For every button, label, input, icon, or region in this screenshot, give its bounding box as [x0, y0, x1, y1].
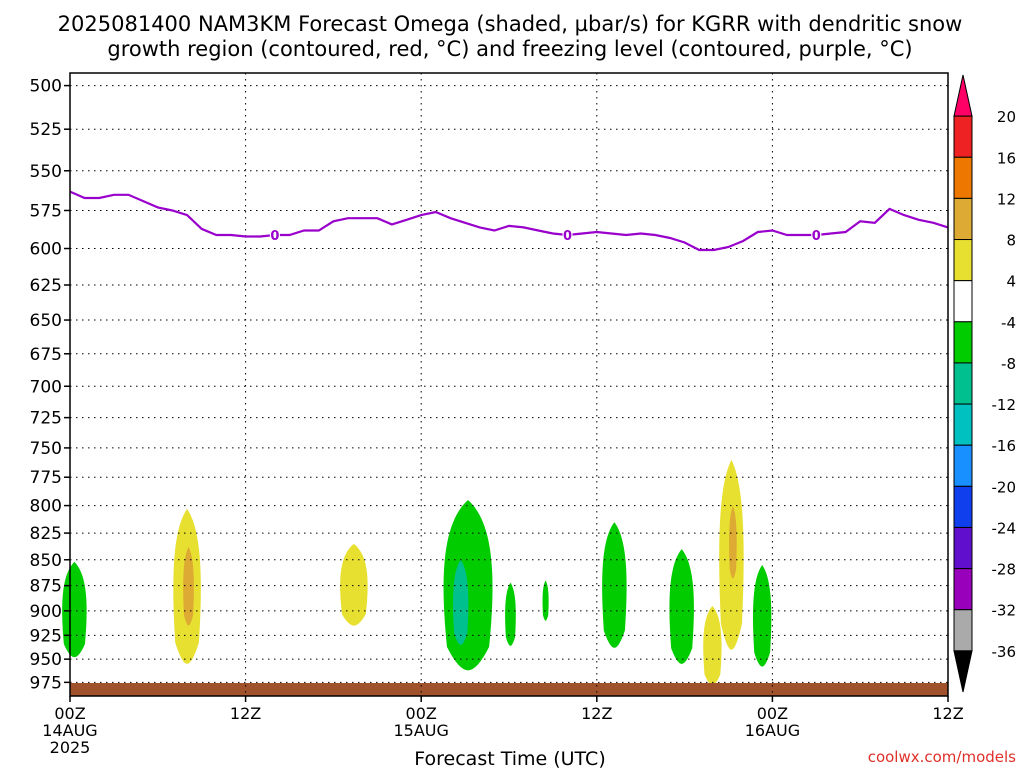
freezing-level-label-bg: [269, 228, 280, 243]
colorbar-swatch: [953, 321, 973, 364]
omega-region: [542, 580, 549, 621]
colorbar-label: 4: [1006, 273, 1016, 291]
x-tick-label: 00Z: [54, 704, 85, 723]
y-tick-label: 550: [30, 162, 62, 182]
colorbar-swatch: [953, 156, 973, 199]
colorbar-swatch: [953, 280, 973, 323]
freezing-level-label: 0: [270, 229, 279, 244]
colorbar: 20 16 12 8 4 -4 -8 -12 -16 -20 -24 -28 -32 -36: [953, 74, 1017, 693]
colorbar-swatch: [953, 362, 973, 405]
y-tick-label: 525: [30, 120, 62, 140]
colorbar-label: -24: [992, 519, 1017, 537]
freezing-level-labels: 0 0 0: [269, 228, 822, 244]
y-tick-label: 725: [30, 409, 62, 429]
omega-region: [505, 582, 516, 646]
omega-region: [453, 559, 469, 645]
freezing-level-label-bg: [562, 228, 573, 243]
omega-region: [602, 522, 627, 648]
freezing-level-label: 0: [563, 229, 572, 244]
chart-title-line-2: growth region (contoured, red, °C) and f…: [107, 37, 912, 61]
y-tick-label: 875: [30, 577, 62, 597]
colorbar-label: 8: [1006, 232, 1016, 250]
y-tick-label: 675: [30, 345, 62, 365]
x-tick-label: 2025: [50, 738, 91, 757]
y-axis-pressure: 500 525 550 575 600 625 650 675 700 725 750 775 800 8…: [30, 77, 70, 693]
colorbar-label: -20: [992, 478, 1017, 496]
colorbar-swatch: [953, 485, 973, 528]
colorbar-label: -4: [1001, 314, 1016, 332]
omega-region: [703, 605, 722, 686]
y-tick-label: 625: [30, 276, 62, 296]
y-tick-label: 900: [30, 602, 62, 622]
colorbar-swatch: [953, 444, 973, 487]
ground-surface: [70, 683, 948, 696]
colorbar-label: -28: [992, 561, 1017, 579]
y-tick-label: 850: [30, 551, 62, 571]
x-tick-label: 12Z: [932, 704, 963, 723]
omega-region: [62, 561, 87, 658]
x-tick-label: 00Z: [757, 704, 788, 723]
colorbar-arrow-bottom: [953, 650, 973, 693]
colorbar-swatch: [953, 239, 973, 282]
x-axis-title: Forecast Time (UTC): [414, 748, 605, 768]
colorbar-swatch: [953, 526, 973, 570]
y-tick-label: 800: [30, 497, 62, 517]
colorbar-swatch: [953, 115, 973, 158]
y-tick-label: 650: [30, 311, 62, 331]
colorbar-label: 20: [997, 108, 1016, 126]
colorbar-label: -12: [992, 396, 1017, 414]
colorbar-swatch: [953, 197, 973, 241]
y-tick-label: 750: [30, 439, 62, 459]
y-tick-label: 975: [30, 673, 62, 693]
y-tick-label: 575: [30, 201, 62, 221]
colorbar-label: -8: [1001, 355, 1016, 373]
y-tick-label: 500: [30, 77, 62, 97]
x-tick-label: 15AUG: [393, 721, 448, 740]
colorbar-label: 16: [997, 149, 1016, 167]
omega-region: [340, 543, 368, 626]
y-tick-label: 775: [30, 468, 62, 488]
y-tick-label: 950: [30, 650, 62, 670]
colorbar-swatch: [953, 568, 973, 611]
x-tick-label: 12Z: [581, 704, 612, 723]
freezing-level-contour: [69, 190, 949, 252]
colorbar-label: -36: [992, 643, 1017, 661]
y-tick-label: 825: [30, 524, 62, 544]
y-tick-label: 600: [30, 240, 62, 260]
colorbar-label: -16: [992, 437, 1017, 455]
colorbar-label: -32: [992, 602, 1017, 620]
freezing-level-label-bg: [811, 228, 822, 243]
x-tick-label: 14AUG: [42, 721, 97, 740]
x-tick-label: 12Z: [230, 704, 261, 723]
colorbar-swatch: [953, 609, 973, 652]
x-tick-label: 16AUG: [745, 721, 800, 740]
watermark: coolwx.com/models: [868, 748, 1016, 766]
grid-lines: [69, 73, 949, 696]
y-tick-label: 925: [30, 626, 62, 646]
omega-shading-layer: [62, 459, 772, 686]
freezing-level-label: 0: [812, 229, 821, 244]
x-tick-label: 00Z: [406, 704, 437, 723]
colorbar-label: 12: [997, 190, 1016, 208]
omega-region: [752, 564, 772, 667]
chart-title-line-1: 2025081400 NAM3KM Forecast Omega (shaded…: [58, 12, 963, 36]
colorbar-arrow-top: [953, 74, 973, 117]
omega-region: [183, 547, 194, 626]
omega-region: [669, 549, 694, 664]
colorbar-swatch: [953, 403, 973, 446]
y-tick-label: 700: [30, 377, 62, 397]
omega-region: [729, 505, 737, 579]
plot-frame: [69, 72, 949, 697]
